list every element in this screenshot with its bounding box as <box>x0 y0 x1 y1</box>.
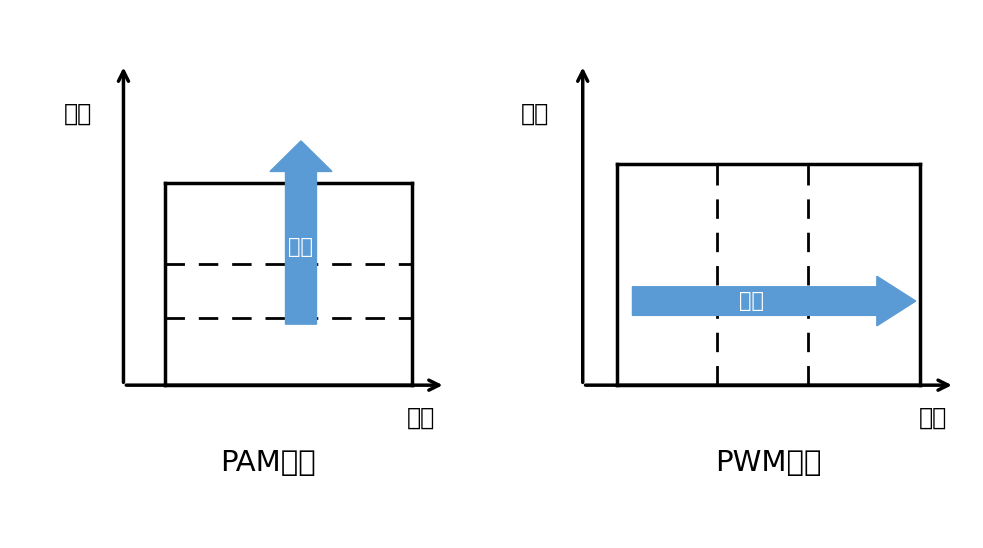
Text: PAM驱动: PAM驱动 <box>220 449 316 477</box>
FancyArrow shape <box>270 141 332 324</box>
Text: 时间: 时间 <box>919 406 948 430</box>
Text: 电流: 电流 <box>521 102 549 126</box>
Text: 灰阶: 灰阶 <box>288 237 314 257</box>
FancyArrow shape <box>632 276 916 326</box>
Text: 灰阶: 灰阶 <box>739 291 764 311</box>
Text: 时间: 时间 <box>407 406 434 430</box>
Text: 电流: 电流 <box>64 102 92 126</box>
Text: PWM驱动: PWM驱动 <box>716 449 822 477</box>
